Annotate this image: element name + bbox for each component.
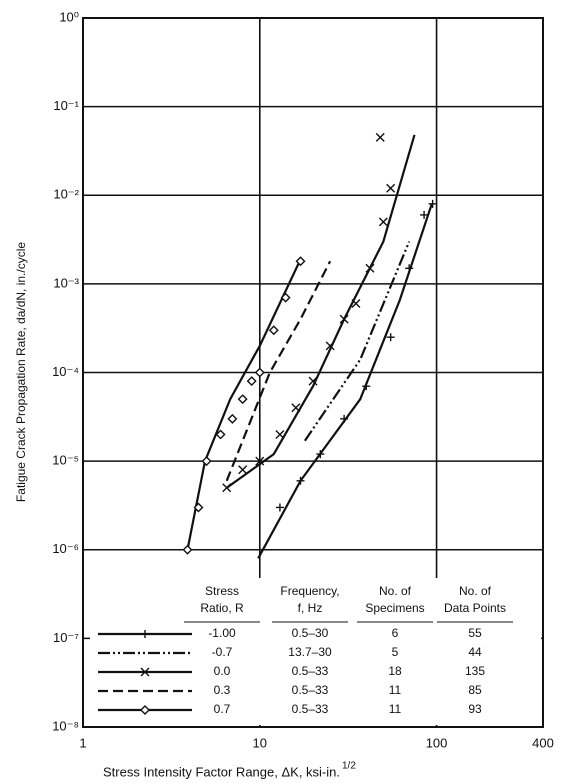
legend-entry: 0.3 <box>214 683 231 697</box>
marker <box>362 382 371 391</box>
marker <box>386 183 396 193</box>
marker <box>238 465 248 475</box>
marker <box>420 210 429 219</box>
marker <box>365 263 375 273</box>
legend-header: f, Hz <box>298 601 323 615</box>
legend-header: Data Points <box>444 601 506 615</box>
marker <box>215 429 226 440</box>
y-tick-label: 10⁻² <box>53 187 79 202</box>
x-tick-label: 1 <box>79 735 86 750</box>
marker <box>140 705 150 715</box>
marker <box>296 476 305 485</box>
legend-header: No. of <box>459 584 492 598</box>
y-tick-label: 10⁻⁸ <box>52 718 79 733</box>
legend-cell: 44 <box>468 645 482 659</box>
marker <box>375 132 385 142</box>
legend-entry: 0.0 <box>214 664 231 678</box>
marker <box>268 325 279 336</box>
legend-cell: 0.5–33 <box>292 664 329 678</box>
marker <box>291 403 301 413</box>
marker <box>308 376 318 386</box>
marker <box>255 545 264 554</box>
legend-entry: -1.00 <box>208 626 236 640</box>
legend-header: Frequency, <box>280 584 339 598</box>
legend-cell: 18 <box>388 664 402 678</box>
marker <box>193 502 204 513</box>
legend-marker <box>140 667 150 677</box>
marker <box>325 341 335 351</box>
marker <box>295 256 306 267</box>
legend-cell: 0.5–33 <box>292 683 329 697</box>
marker <box>227 413 238 424</box>
legend-entry: 0.7 <box>214 702 231 716</box>
legend-cell: 11 <box>389 702 402 716</box>
legend-header: Ratio, R <box>200 601 244 615</box>
marker <box>405 264 414 273</box>
y-tick-label: 10⁻¹ <box>53 98 79 113</box>
legend-header: Specimens <box>365 601 424 615</box>
legend-cell: 0.5–33 <box>292 702 329 716</box>
y-tick-label: 10⁻³ <box>53 275 79 290</box>
curve <box>226 134 416 489</box>
marker <box>378 217 388 227</box>
legend-cell: 13.7–30 <box>288 645 332 659</box>
y-tick-label: 10⁰ <box>59 9 79 24</box>
marker <box>316 450 325 459</box>
marker <box>182 544 193 555</box>
curve <box>304 241 411 442</box>
marker <box>222 483 232 493</box>
x-tick-label: 10 <box>253 735 267 750</box>
marker <box>428 199 437 208</box>
y-tick-label: 10⁻⁵ <box>52 453 79 468</box>
marker <box>351 299 361 309</box>
legend-cell: 85 <box>468 683 482 697</box>
legend-cell: 0.5–30 <box>292 626 329 640</box>
marker <box>140 667 150 677</box>
x-tick-label: 400 <box>532 735 554 750</box>
marker <box>280 292 291 303</box>
marker <box>201 456 212 467</box>
legend-cell: 6 <box>392 626 399 640</box>
legend-marker <box>141 630 149 638</box>
legend-table-background <box>90 578 541 725</box>
x-tick-label: 100 <box>426 735 448 750</box>
x-axis-label-superscript: 1/2 <box>342 761 356 772</box>
curve <box>186 260 301 550</box>
plot-frame <box>82 17 544 728</box>
legend-cell: 5 <box>392 645 399 659</box>
marker <box>237 394 248 405</box>
x-axis-label: Stress Intensity Factor Range, ΔK, ksi-i… <box>103 764 340 779</box>
legend-cell: 55 <box>468 626 482 640</box>
y-axis-label: Fatigue Crack Propagation Rate, da/dN, i… <box>14 242 28 502</box>
marker <box>386 333 395 342</box>
marker <box>141 630 149 638</box>
marker <box>246 376 257 387</box>
legend-marker <box>140 705 150 715</box>
legend-header: No. of <box>379 584 412 598</box>
curve <box>225 260 332 482</box>
marker <box>254 367 265 378</box>
y-tick-label: 10⁻⁴ <box>52 364 79 379</box>
legend-cell: 93 <box>468 702 482 716</box>
legend-cell: 135 <box>465 664 485 678</box>
legend-entry: -0.7 <box>212 645 233 659</box>
marker <box>340 414 349 423</box>
marker <box>275 503 284 512</box>
marker <box>339 314 349 324</box>
y-tick-label: 10⁻⁶ <box>52 541 79 556</box>
marker <box>255 456 265 466</box>
y-tick-label: 10⁻⁷ <box>53 630 79 645</box>
legend-header: Stress <box>205 584 239 598</box>
legend-cell: 11 <box>389 683 402 697</box>
marker <box>275 429 285 439</box>
